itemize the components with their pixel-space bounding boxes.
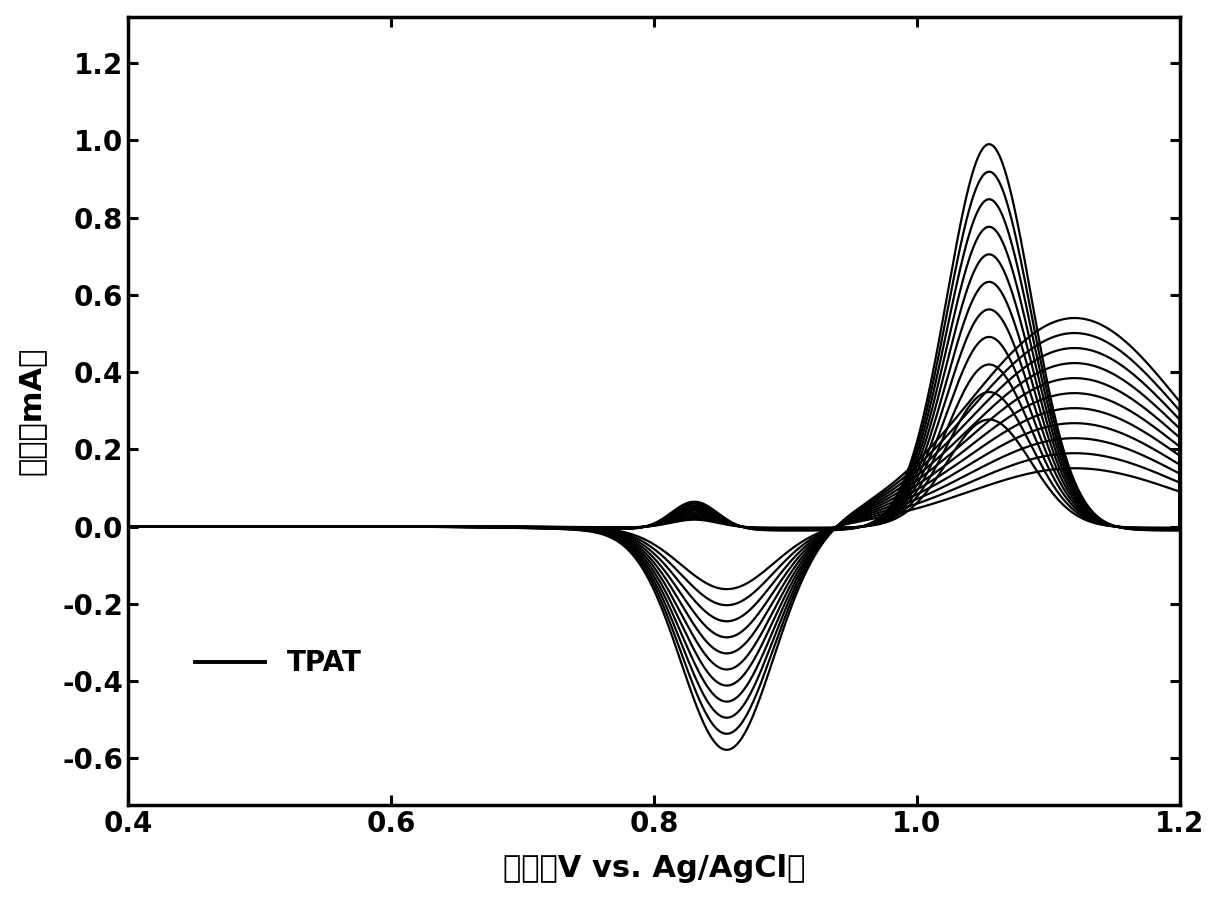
Y-axis label: 电流（mA）: 电流（mA） — [17, 346, 45, 475]
Legend: TPAT: TPAT — [184, 638, 372, 689]
X-axis label: 电压（V vs. Ag/AgCl）: 电压（V vs. Ag/AgCl） — [503, 854, 805, 883]
